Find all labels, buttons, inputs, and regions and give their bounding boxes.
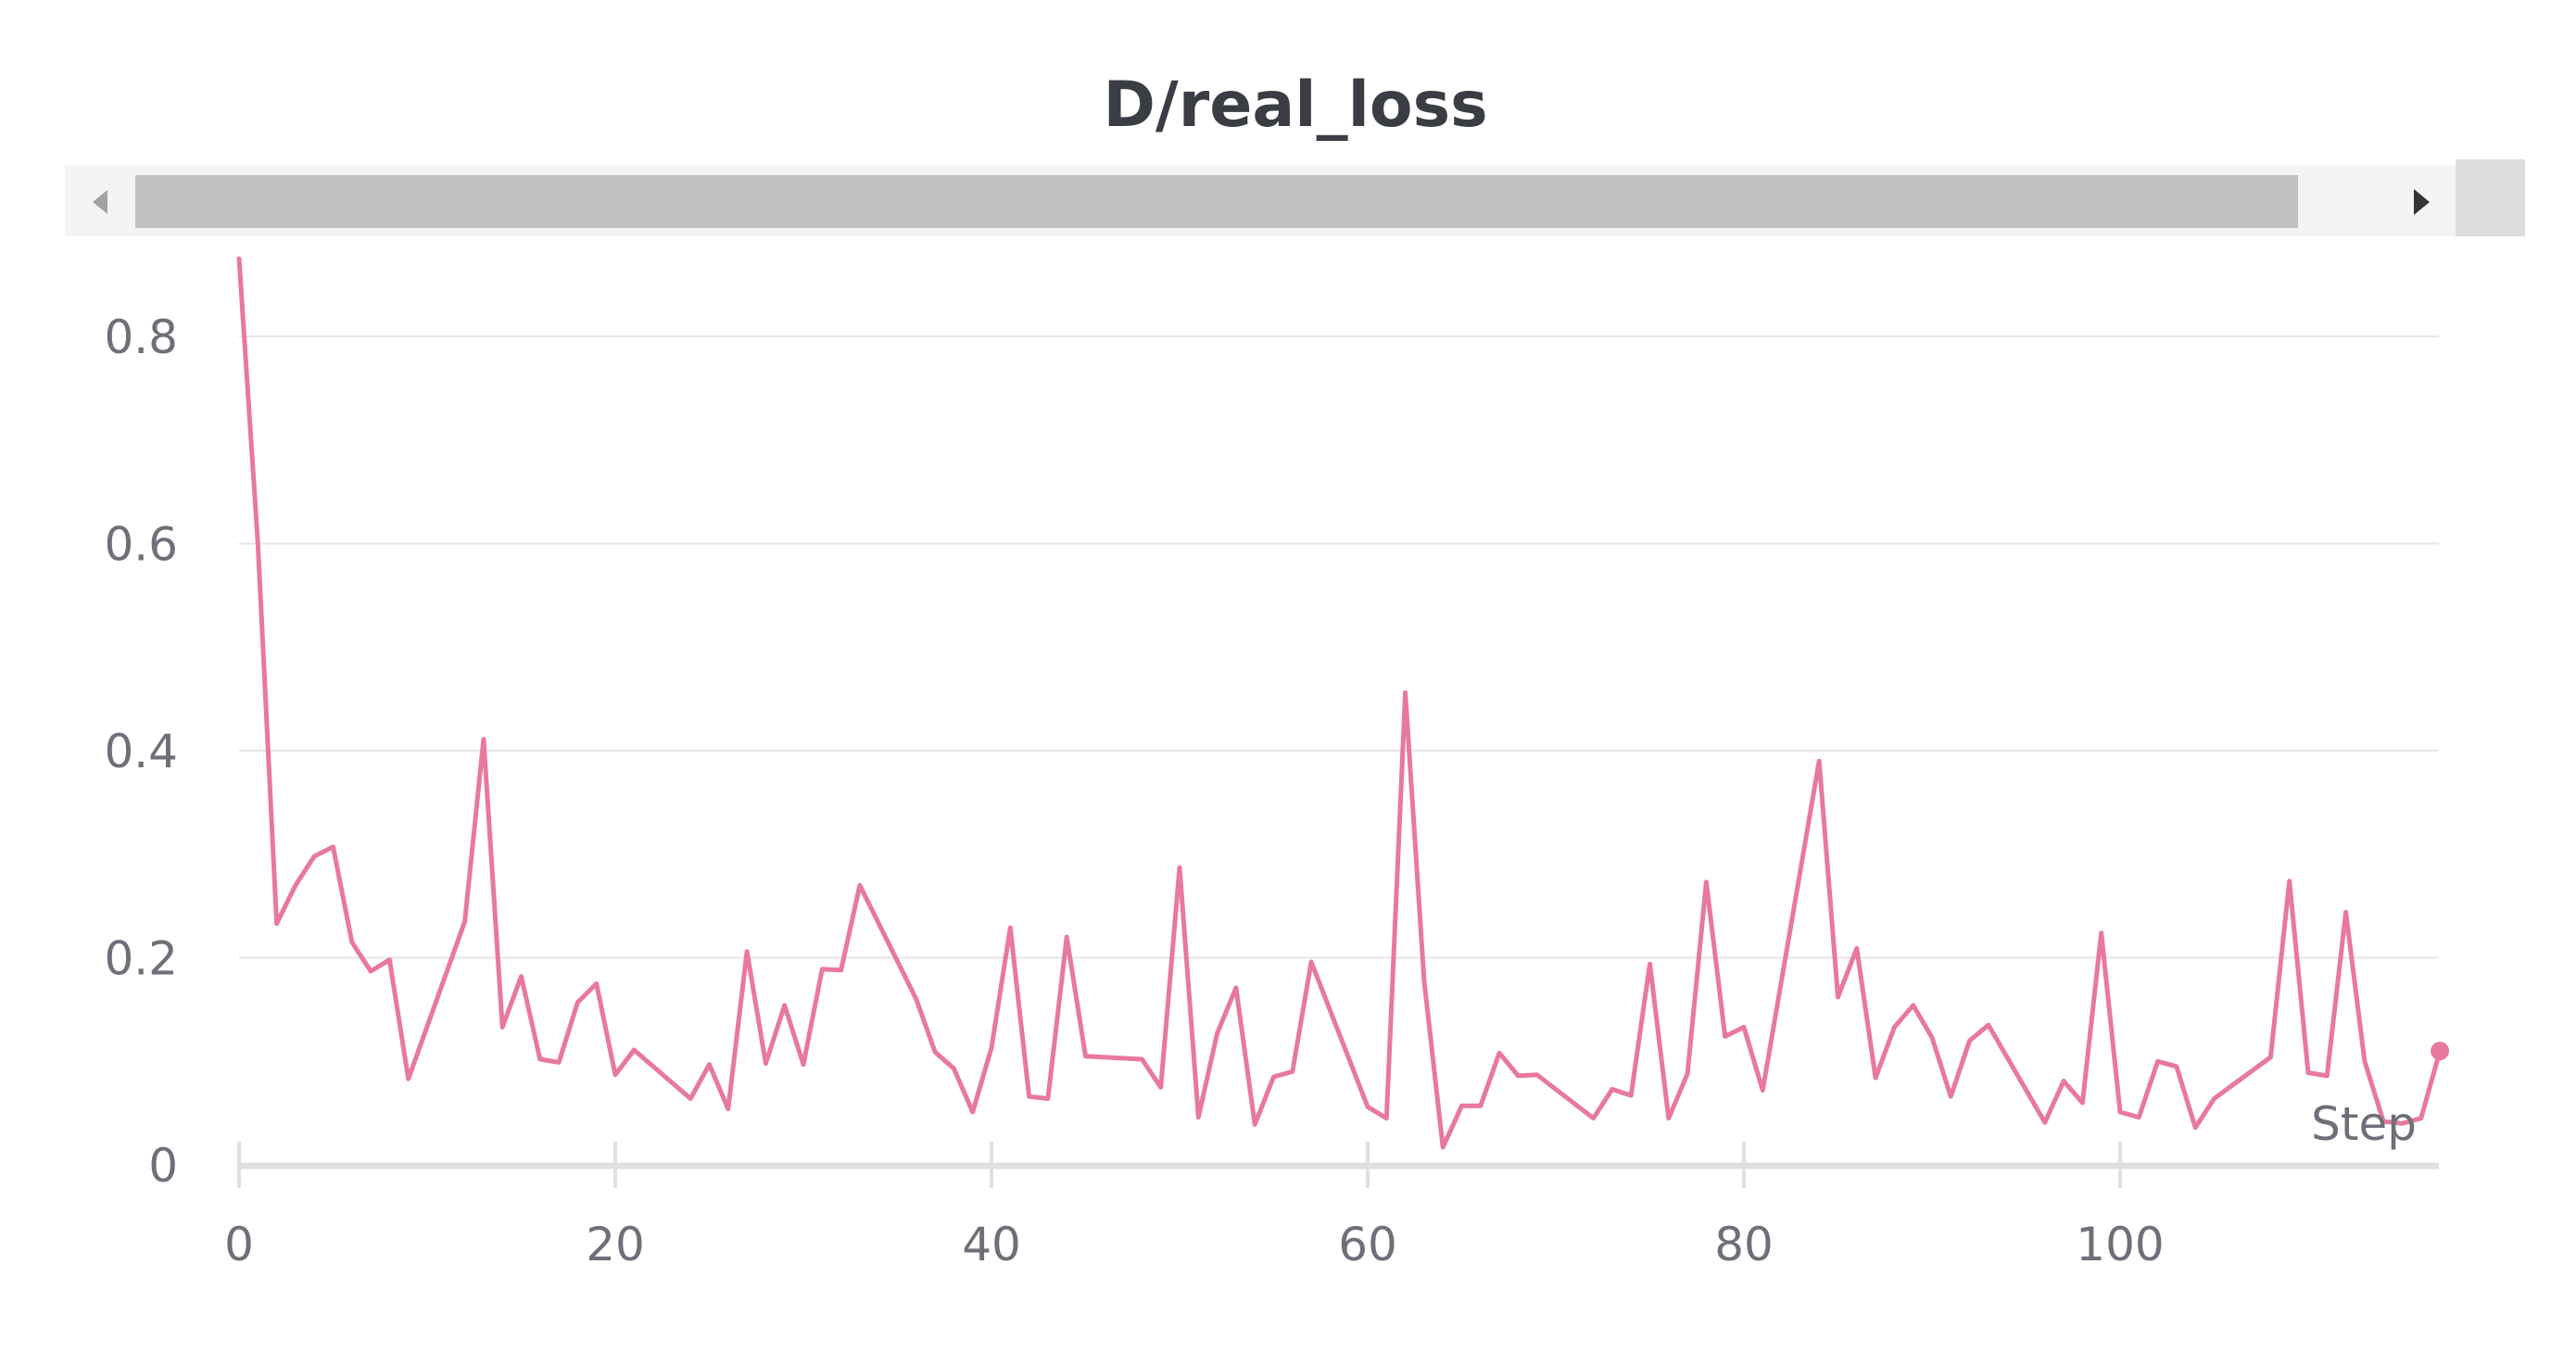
x-tick-label: 80 [1714,1218,1774,1271]
series-end-point [2431,1042,2450,1061]
x-axis: 0 20 40 60 80 100 [224,1142,2439,1271]
x-tick-label: 0 [224,1218,254,1271]
x-tick-label: 40 [962,1218,1021,1271]
y-axis: 0 0.2 0.4 0.6 0.8 [104,310,178,1193]
y-tick-label: 0.8 [104,310,178,364]
x-tick-label: 20 [586,1218,645,1271]
y-tick-label: 0.4 [104,725,178,778]
x-tick-label: 60 [1338,1218,1397,1271]
scrollbar-corner [2456,159,2525,236]
series-line [236,256,2443,1150]
triangle-left-icon[interactable] [93,190,107,214]
x-tick-label: 100 [2076,1218,2164,1271]
y-tick-label: 0.2 [104,932,178,986]
triangle-right-icon[interactable] [2414,189,2430,215]
scrollbar-thumb[interactable] [135,175,2298,228]
horizontal-scrollbar[interactable] [65,159,2525,236]
y-tick-label: 0.6 [104,518,178,572]
y-tick-label: 0 [148,1139,178,1193]
series-group [236,256,2450,1150]
x-axis-label: Step [2311,1097,2417,1151]
grid-lines [239,335,2439,959]
chart-title: D/real_loss [1103,69,1487,142]
